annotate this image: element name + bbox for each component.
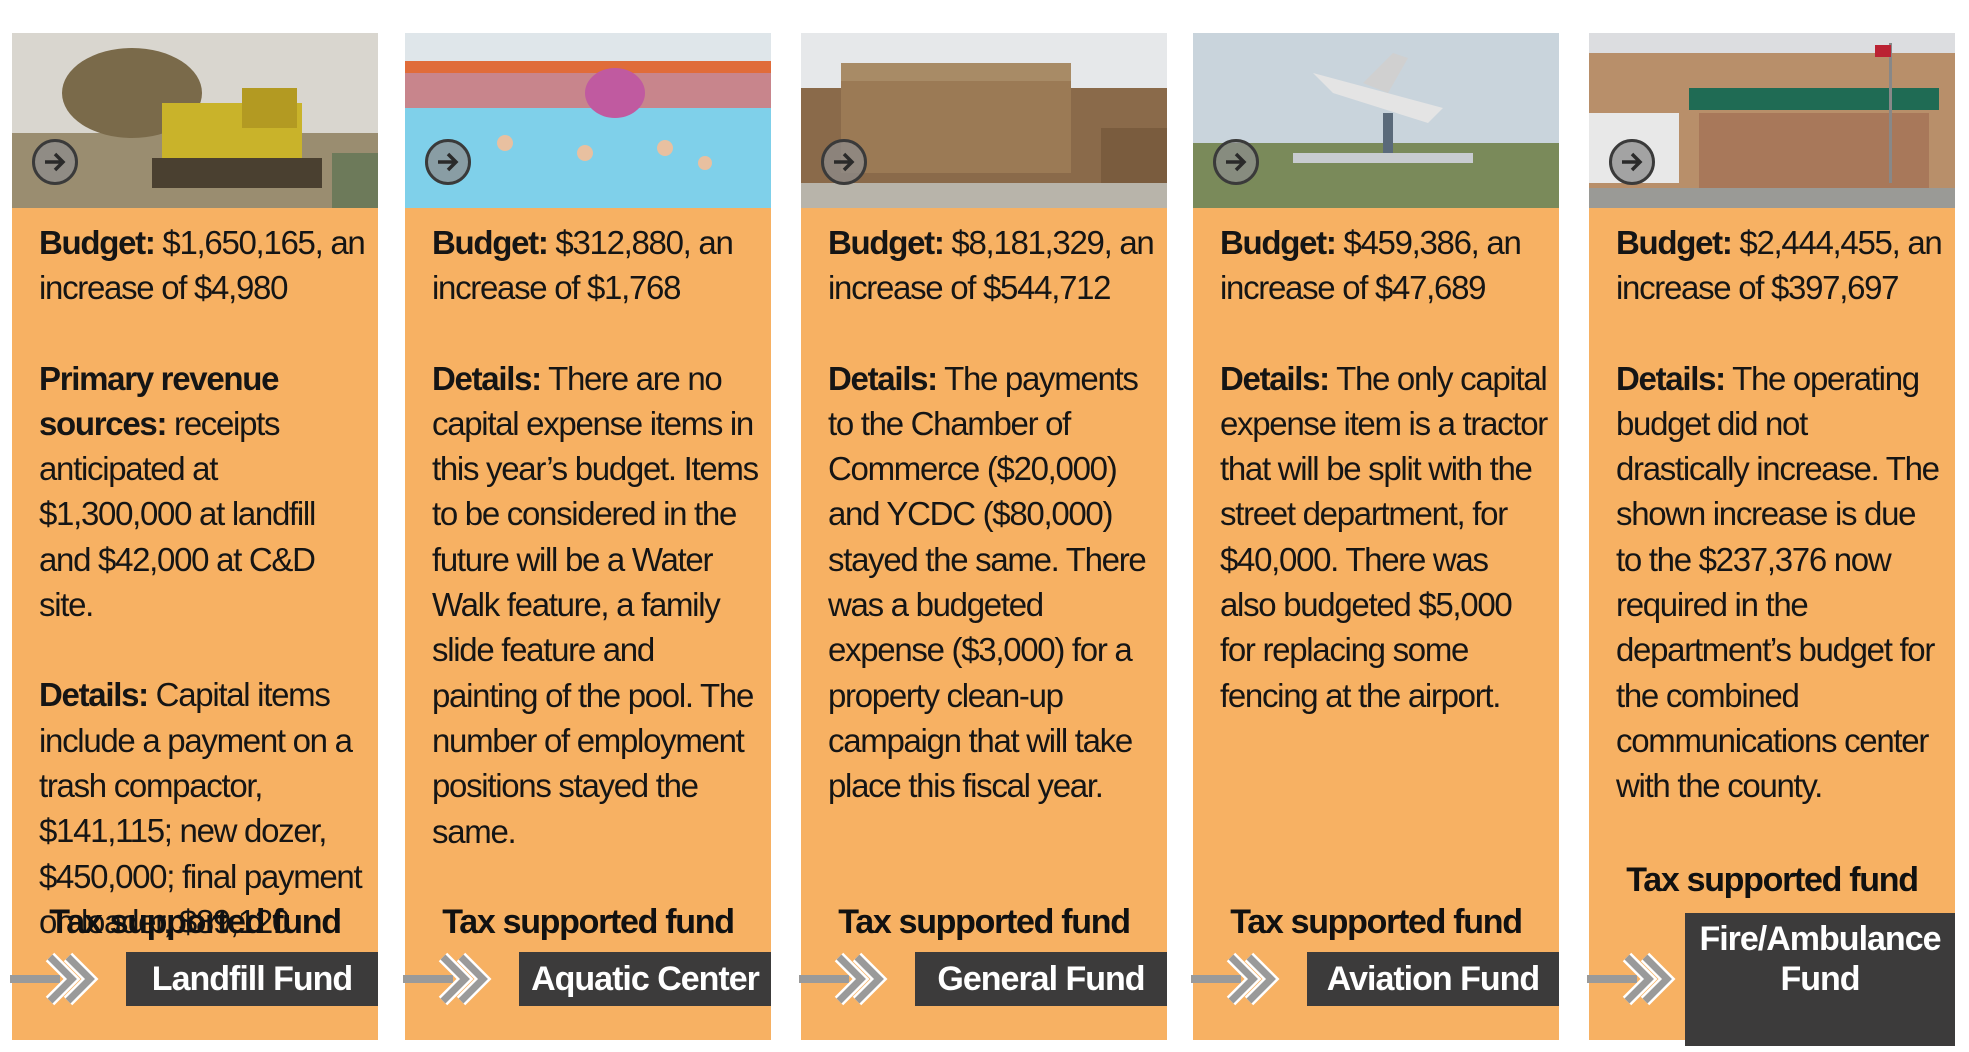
fund-name: Aviation Fund <box>1307 952 1559 1006</box>
tax-supported-label: Tax supported fund <box>1230 903 1523 941</box>
budget-label: Budget: <box>828 224 945 261</box>
tax-supported-label: Tax supported fund <box>442 903 735 941</box>
panel-text: Budget: $1,650,165, an increase of $4,98… <box>39 220 367 989</box>
budget-label: Budget: <box>432 224 549 261</box>
panel-aquatic-center: Budget: $312,880, an increase of $1,768 … <box>403 33 771 1040</box>
fund-name: Fire/Ambulance Fund <box>1685 913 1955 1046</box>
details-label: Details: <box>432 359 542 397</box>
panel-text: Budget: $459,386, an increase of $47,689… <box>1220 220 1548 763</box>
details-value: The payments to the Chamber of Commerce … <box>828 359 1147 805</box>
panel-text: Budget: $8,181,329, an increase of $544,… <box>828 220 1156 854</box>
fire-ambulance-photo <box>1589 33 1955 208</box>
double-chevron-icon <box>403 952 492 1006</box>
revenue-label: Primary revenue sources: <box>39 359 279 442</box>
double-chevron-icon <box>10 952 99 1006</box>
details-label: Details: <box>828 359 938 397</box>
fund-name: Aquatic Center <box>519 952 771 1006</box>
details-label: Details: <box>1616 359 1726 397</box>
tax-supported-label: Tax supported fund <box>49 903 342 941</box>
details-value: The operating budget did not drastically… <box>1616 359 1940 805</box>
landfill-photo <box>12 33 378 208</box>
double-chevron-icon <box>799 952 888 1006</box>
tax-supported-label: Tax supported fund <box>1626 861 1919 899</box>
panel-general-fund: Budget: $8,181,329, an increase of $544,… <box>799 33 1167 1040</box>
details-value: The only capital expense item is a tract… <box>1220 359 1548 714</box>
budget-label: Budget: <box>39 224 156 261</box>
aquatic-center-photo <box>405 33 771 208</box>
details-value: Capital items include a payment on a tra… <box>39 676 363 940</box>
panel-landfill: Budget: $1,650,165, an increase of $4,98… <box>10 33 378 1040</box>
panel-text: Budget: $2,444,455, an increase of $397,… <box>1616 220 1944 854</box>
aviation-fund-photo <box>1193 33 1559 208</box>
double-chevron-icon <box>1587 952 1676 1006</box>
panel-fire-ambulance-fund: Budget: $2,444,455, an increase of $397,… <box>1587 33 1955 1046</box>
fund-name: General Fund <box>915 952 1167 1006</box>
budget-value: $312,880, an increase of $1,768 <box>432 224 734 307</box>
panel-aviation-fund: Budget: $459,386, an increase of $47,689… <box>1191 33 1559 1040</box>
fund-name: Landfill Fund <box>126 952 378 1006</box>
budget-label: Budget: <box>1616 224 1733 261</box>
arrow-right-icon[interactable] <box>425 139 471 185</box>
budget-value: $459,386, an increase of $47,689 <box>1220 224 1522 307</box>
general-fund-photo <box>801 33 1167 208</box>
budget-value: $8,181,329, an increase of $544,712 <box>828 224 1155 307</box>
details-label: Details: <box>39 676 149 714</box>
arrow-right-icon[interactable] <box>1609 139 1655 185</box>
details-label: Details: <box>1220 359 1330 397</box>
budget-value: $2,444,455, an increase of $397,697 <box>1616 224 1943 307</box>
arrow-right-icon[interactable] <box>821 139 867 185</box>
budget-label: Budget: <box>1220 224 1337 261</box>
tax-supported-label: Tax supported fund <box>838 903 1131 941</box>
details-value: There are no capital expense items in th… <box>432 359 759 850</box>
double-chevron-icon <box>1191 952 1280 1006</box>
panel-text: Budget: $312,880, an increase of $1,768 … <box>432 220 760 899</box>
arrow-right-icon[interactable] <box>32 139 78 185</box>
budget-value: $1,650,165, an increase of $4,980 <box>39 224 366 307</box>
arrow-right-icon[interactable] <box>1213 139 1259 185</box>
revenue-value: receipts anticipated at $1,300,000 at la… <box>39 404 316 624</box>
